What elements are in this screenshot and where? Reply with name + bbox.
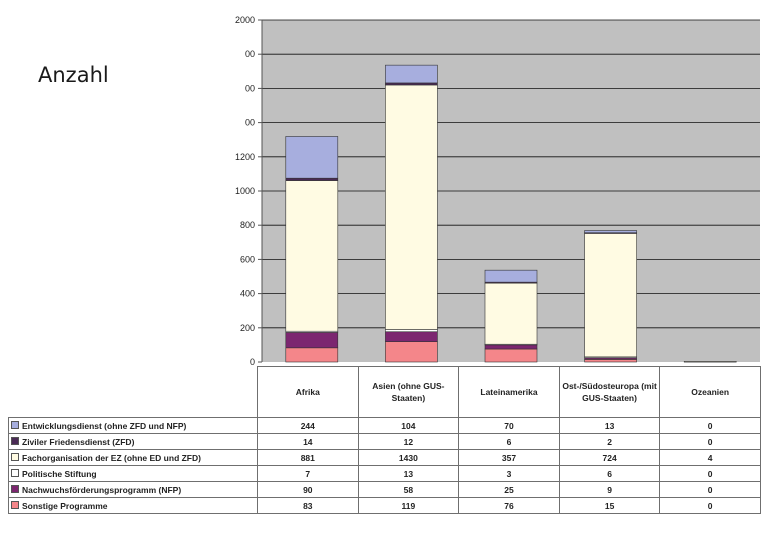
table-cell: 1430 xyxy=(357,449,460,466)
chart-title: Anzahl xyxy=(38,63,109,87)
table-corner xyxy=(8,366,258,418)
legend-swatch xyxy=(11,452,19,461)
y-tick-label: 2000 xyxy=(235,15,255,25)
bar-segment xyxy=(285,177,339,181)
data-table: Afrika Asien (ohne GUS-Staaten) Lateinamer… xyxy=(8,366,761,514)
series-name: Sonstige Programme xyxy=(22,500,108,511)
table-cell: 0 xyxy=(659,497,761,514)
series-label: Ziviler Friedensdienst (ZFD) xyxy=(8,433,258,450)
series-label: Fachorganisation der EZ (ohne ED und ZFD… xyxy=(8,449,258,466)
table-cell: 25 xyxy=(458,481,560,498)
category-header: Asien (ohne GUS-Staaten) xyxy=(357,366,460,418)
series-name: Nachwuchsförderungsprogramm (NFP) xyxy=(22,484,182,495)
table-cell: 0 xyxy=(659,481,761,498)
table-cell: 4 xyxy=(659,449,761,466)
table-cell: 3 xyxy=(458,465,560,482)
table-cell: 104 xyxy=(357,417,460,434)
legend-swatch xyxy=(11,484,19,493)
series-label: Entwicklungsdienst (ohne ZFD und NFP) xyxy=(8,417,258,434)
table-cell: 70 xyxy=(458,417,560,434)
table-cell: 83 xyxy=(257,497,359,514)
bar-segment xyxy=(385,331,438,342)
bar-segment xyxy=(484,282,538,345)
bar-segment xyxy=(584,230,637,234)
y-tick-label: 400 xyxy=(240,289,255,299)
table-cell: 6 xyxy=(558,465,661,482)
table-cell: 0 xyxy=(659,465,761,482)
bar-segment xyxy=(285,180,339,332)
series-name: Ziviler Friedensdienst (ZFD) xyxy=(22,436,135,447)
table-cell: 12 xyxy=(357,433,460,450)
bar-segment xyxy=(385,82,438,86)
legend-swatch xyxy=(11,500,19,509)
bar-segment xyxy=(385,64,438,84)
bar-segment xyxy=(584,232,637,358)
table-cell: 15 xyxy=(558,497,661,514)
series-label: Nachwuchsförderungsprogramm (NFP) xyxy=(8,481,258,498)
bar-segment xyxy=(484,269,538,283)
legend-swatch xyxy=(11,468,19,477)
table-cell: 2 xyxy=(558,433,661,450)
table-cell: 724 xyxy=(558,449,661,466)
category-header: Afrika xyxy=(257,366,359,418)
table-cell: 0 xyxy=(659,433,761,450)
table-cell: 244 xyxy=(257,417,359,434)
category-header: Ozeanien xyxy=(659,366,761,418)
table-row: Politische Stiftung 7 13 3 6 0 xyxy=(8,465,761,482)
bar-segment xyxy=(385,84,438,330)
table-cell: 119 xyxy=(357,497,460,514)
y-tick-label: 00 xyxy=(245,83,255,93)
y-tick-label: 200 xyxy=(240,323,255,333)
bar-segment xyxy=(484,344,538,350)
bar-segment xyxy=(484,348,538,363)
table-cell: 881 xyxy=(257,449,359,466)
table-cell: 14 xyxy=(257,433,359,450)
table-cell: 0 xyxy=(659,417,761,434)
bar-segment xyxy=(285,347,339,363)
series-label: Politische Stiftung xyxy=(8,465,258,482)
y-tick-label: 1000 xyxy=(235,186,255,196)
bar-segment xyxy=(385,341,438,363)
table-row: Ziviler Friedensdienst (ZFD) 14 12 6 2 0 xyxy=(8,433,761,450)
table-cell: 76 xyxy=(458,497,560,514)
series-name: Politische Stiftung xyxy=(22,468,97,479)
table-header-row: Afrika Asien (ohne GUS-Staaten) Lateinamer… xyxy=(8,366,761,418)
table-cell: 9 xyxy=(558,481,661,498)
y-tick-label: 1200 xyxy=(235,152,255,162)
legend-swatch xyxy=(11,436,19,445)
bar-segment xyxy=(285,136,339,179)
bar-segment xyxy=(385,329,438,333)
legend-swatch xyxy=(11,420,19,429)
table-row: Sonstige Programme 83 119 76 15 0 xyxy=(8,497,761,514)
bar-segment xyxy=(285,332,339,349)
y-tick-label: 00 xyxy=(245,118,255,128)
table-cell: 6 xyxy=(458,433,560,450)
table-cell: 58 xyxy=(357,481,460,498)
series-name: Fachorganisation der EZ (ohne ED und ZFD… xyxy=(22,452,201,463)
series-name: Entwicklungsdienst (ohne ZFD und NFP) xyxy=(22,420,187,431)
table-row: Nachwuchsförderungsprogramm (NFP) 90 58 25 9… xyxy=(8,481,761,498)
y-tick-label: 600 xyxy=(240,254,255,264)
bar-segment xyxy=(683,361,737,363)
category-header: Lateinamerika xyxy=(458,366,560,418)
table-cell: 90 xyxy=(257,481,359,498)
table-row: Fachorganisation der EZ (ohne ED und ZFD… xyxy=(8,449,761,466)
y-tick-label: 0 xyxy=(250,357,255,367)
table-cell: 357 xyxy=(458,449,560,466)
y-tick-label: 00 xyxy=(245,49,255,59)
category-header: Ost-/Südosteuropa (mit GUS-Staaten) xyxy=(558,366,661,418)
table-cell: 13 xyxy=(558,417,661,434)
bar-segment xyxy=(584,359,637,363)
y-tick-label: 800 xyxy=(240,220,255,230)
series-label: Sonstige Programme xyxy=(8,497,258,514)
table-cell: 7 xyxy=(257,465,359,482)
table-row: Entwicklungsdienst (ohne ZFD und NFP) 244… xyxy=(8,417,761,434)
table-cell: 13 xyxy=(357,465,460,482)
